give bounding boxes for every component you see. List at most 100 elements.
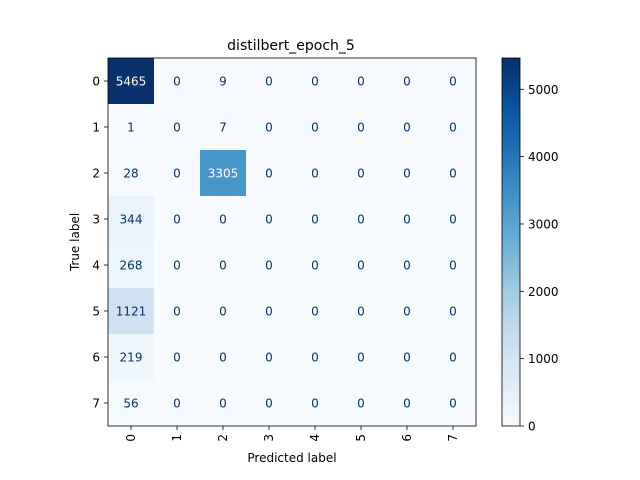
cell-value-label: 0: [265, 351, 273, 365]
heatmap-cell: [338, 58, 384, 104]
y-axis-ticks: 0 1 2 3 4 5 6 7: [92, 75, 108, 411]
heatmap-cell: [154, 380, 200, 426]
cell-value-label: 0: [449, 213, 457, 227]
cell-value-label: 0: [403, 75, 411, 89]
colorbar-tick-label: 2000: [528, 285, 559, 299]
cell-value-label: 0: [265, 121, 273, 135]
cell-value-label: 0: [449, 75, 457, 89]
cell-value-label: 7: [219, 121, 227, 135]
heatmap-cell: [292, 58, 338, 104]
x-tick-label: 6: [400, 434, 414, 442]
heatmap-cell: [154, 288, 200, 334]
cell-value-label: 0: [403, 351, 411, 365]
heatmap-cell: [384, 104, 430, 150]
cell-value-label: 0: [449, 121, 457, 135]
heatmap-cell: [246, 196, 292, 242]
y-tick-label: 1: [92, 121, 100, 135]
cell-value-label: 0: [311, 305, 319, 319]
cell-value-label: 0: [357, 351, 365, 365]
colorbar-tick-label: 3000: [528, 217, 559, 231]
cell-value-label: 0: [449, 259, 457, 273]
cell-value-label: 268: [120, 259, 143, 273]
y-axis-label: True label: [68, 213, 82, 272]
heatmap-cell: [154, 334, 200, 380]
cell-value-label: 0: [449, 167, 457, 181]
heatmap-cell: [338, 104, 384, 150]
x-tick-label: 3: [262, 434, 276, 442]
cell-value-label: 0: [311, 167, 319, 181]
heatmap-cell: [384, 242, 430, 288]
heatmap-cell: [384, 288, 430, 334]
cell-value-label: 0: [449, 351, 457, 365]
cell-value-label: 0: [449, 397, 457, 411]
heatmap-cell: [154, 196, 200, 242]
heatmap-cell: [108, 334, 154, 380]
cell-value-label: 0: [173, 397, 181, 411]
cell-value-label: 3305: [208, 167, 239, 181]
cell-value-label: 0: [265, 397, 273, 411]
x-tick-label: 0: [124, 434, 138, 442]
heatmap-cell: [430, 104, 476, 150]
colorbar-ticks: 0 1000 2000 3000 4000 5000: [520, 83, 559, 434]
cell-value-label: 0: [311, 397, 319, 411]
heatmap-cell: [154, 150, 200, 196]
cell-value-label: 0: [173, 167, 181, 181]
cell-value-label: 219: [120, 351, 143, 365]
cell-value-label: 0: [265, 167, 273, 181]
heatmap-cell: [154, 242, 200, 288]
heatmap-cell: [292, 288, 338, 334]
heatmap-cell: [292, 380, 338, 426]
x-axis-label: Predicted label: [247, 451, 336, 465]
heatmap-cell: [108, 150, 154, 196]
cell-value-label: 0: [403, 397, 411, 411]
cell-value-label: 9: [219, 75, 227, 89]
y-tick-label: 3: [92, 213, 100, 227]
cell-value-label: 0: [357, 167, 365, 181]
heatmap-cell: [108, 288, 154, 334]
cell-value-label: 0: [357, 305, 365, 319]
cell-value-label: 0: [403, 167, 411, 181]
heatmap-cell: [246, 58, 292, 104]
cell-value-label: 0: [265, 213, 273, 227]
heatmap-cell: [430, 334, 476, 380]
heatmap-cell: [384, 380, 430, 426]
heatmap-cell: [108, 380, 154, 426]
colorbar-tick-label: 5000: [528, 83, 559, 97]
cell-value-label: 0: [265, 259, 273, 273]
heatmap-cell: [200, 150, 246, 196]
cell-value-label: 0: [219, 259, 227, 273]
heatmap-cells: [108, 58, 476, 426]
cell-value-label: 1121: [116, 305, 147, 319]
cell-value-label: 0: [357, 259, 365, 273]
heatmap-cell: [338, 380, 384, 426]
colorbar-tick-label: 1000: [528, 352, 559, 366]
cell-value-label: 0: [403, 259, 411, 273]
cell-value-label: 0: [219, 213, 227, 227]
heatmap-cell: [200, 380, 246, 426]
cell-value-label: 0: [219, 351, 227, 365]
cell-value-label: 0: [173, 75, 181, 89]
cell-value-label: 0: [311, 121, 319, 135]
cell-value-label: 0: [357, 213, 365, 227]
x-tick-label: 7: [446, 434, 460, 442]
cell-value-label: 0: [357, 397, 365, 411]
heatmap-cell: [430, 288, 476, 334]
heatmap-cell: [108, 58, 154, 104]
cell-value-label: 344: [120, 213, 143, 227]
cell-value-label: 0: [357, 121, 365, 135]
plot-frame: [107, 57, 477, 427]
heatmap-cell: [154, 58, 200, 104]
heatmap-cell: [338, 150, 384, 196]
heatmap-cell: [200, 104, 246, 150]
heatmap-cell: [154, 104, 200, 150]
cell-value-label: 0: [219, 397, 227, 411]
colorbar-tick-label: 0: [528, 420, 536, 434]
cell-value-label: 0: [311, 75, 319, 89]
cell-value-label: 28: [123, 167, 138, 181]
heatmap-cell: [200, 242, 246, 288]
cell-value-label: 5465: [116, 75, 147, 89]
heatmap-cell: [338, 242, 384, 288]
y-tick-label: 6: [92, 351, 100, 365]
heatmap-cell: [108, 196, 154, 242]
